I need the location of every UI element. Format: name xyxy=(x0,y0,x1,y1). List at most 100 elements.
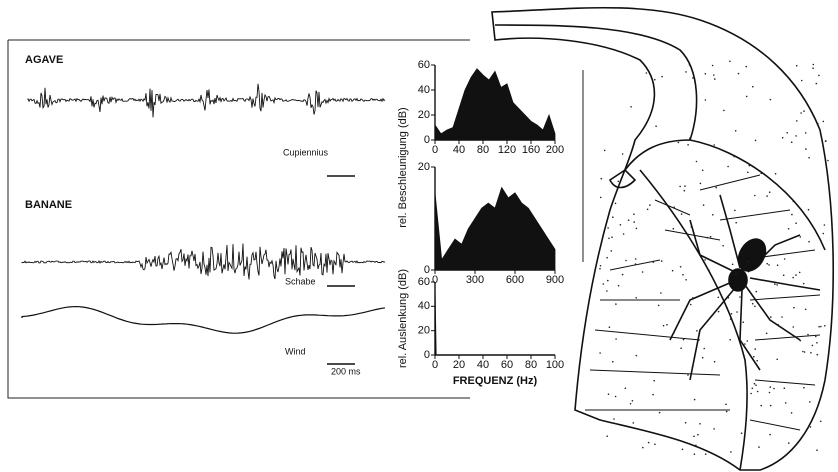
stipple xyxy=(679,266,682,268)
stipple xyxy=(701,356,704,359)
stipple xyxy=(722,245,724,247)
stipple xyxy=(824,325,826,327)
stipple xyxy=(753,356,755,358)
stipple xyxy=(689,137,691,139)
panel-label: BANANE xyxy=(25,199,72,211)
stipple xyxy=(622,233,625,235)
stipple xyxy=(745,95,748,98)
stipple xyxy=(765,332,768,335)
stipple xyxy=(607,393,610,396)
stipple xyxy=(684,422,687,424)
x-tick-label: 160 xyxy=(522,144,540,156)
stipple xyxy=(812,67,814,69)
stipple xyxy=(752,85,754,88)
stipple xyxy=(754,305,756,308)
stipple xyxy=(701,169,704,172)
stipple xyxy=(792,200,795,203)
stipple xyxy=(600,177,603,180)
stipple xyxy=(661,75,663,78)
stipple xyxy=(654,78,656,81)
stipple xyxy=(621,153,624,155)
y-tick-label: 60 xyxy=(418,276,430,288)
stipple xyxy=(634,263,637,265)
stipple xyxy=(714,78,716,80)
panel-label: AGAVE xyxy=(25,54,63,66)
stipple xyxy=(729,318,732,320)
stipple xyxy=(816,449,818,452)
spider xyxy=(669,194,821,381)
stipple xyxy=(804,308,807,311)
x-tick-label: 40 xyxy=(453,144,465,156)
stipple xyxy=(748,164,751,167)
stipple xyxy=(818,326,820,328)
stipple xyxy=(727,296,730,299)
stipple xyxy=(786,132,788,134)
stipple xyxy=(792,326,795,328)
stipple xyxy=(751,302,754,305)
stipple xyxy=(693,398,696,401)
scale-bars xyxy=(327,175,355,365)
stipple xyxy=(736,311,738,313)
stipple xyxy=(691,131,694,134)
stipple xyxy=(769,433,771,436)
stipple xyxy=(793,306,795,309)
stipple xyxy=(784,402,787,404)
stipple xyxy=(599,267,601,270)
stipple xyxy=(774,173,777,175)
stipple xyxy=(695,160,698,163)
stipple xyxy=(682,273,684,276)
stipple xyxy=(729,339,731,341)
stipple xyxy=(702,204,705,206)
y-axis-label: rel. Auslenkung (dB) xyxy=(397,269,409,368)
stipple xyxy=(734,209,736,212)
stipple xyxy=(692,77,694,79)
stipple xyxy=(685,279,687,281)
stipple xyxy=(769,386,772,388)
stipple xyxy=(682,338,685,341)
stipple xyxy=(681,448,684,451)
stipple xyxy=(823,224,826,226)
stipple xyxy=(666,323,668,326)
stipple xyxy=(725,410,728,413)
stipple xyxy=(785,454,787,457)
stipple xyxy=(687,144,689,146)
stipple xyxy=(727,165,729,168)
stipple xyxy=(807,333,809,336)
stipple xyxy=(753,382,756,385)
stipple xyxy=(808,240,810,243)
stipple xyxy=(769,404,772,407)
stipple xyxy=(766,262,768,265)
stipple xyxy=(799,339,802,342)
stipple xyxy=(691,366,694,369)
stipple xyxy=(817,122,819,125)
stipple xyxy=(635,354,638,357)
x-tick-label: 0 xyxy=(432,359,438,371)
stipple xyxy=(654,443,656,446)
frame xyxy=(7,39,584,399)
stipple xyxy=(693,453,696,456)
stipple xyxy=(782,274,785,277)
stipple xyxy=(697,433,699,436)
stipple xyxy=(744,343,746,345)
stipple xyxy=(715,186,717,189)
stipple xyxy=(808,156,810,159)
stipple xyxy=(692,297,694,299)
stipple xyxy=(795,274,797,276)
stipple xyxy=(615,338,617,340)
stipple xyxy=(803,110,805,112)
stipple xyxy=(729,60,731,63)
stipple xyxy=(647,441,650,444)
stipple xyxy=(704,73,707,75)
x-tick-label: 300 xyxy=(466,274,484,286)
stipple xyxy=(621,273,624,276)
stipple xyxy=(690,226,693,228)
stipple xyxy=(750,392,752,395)
stipple xyxy=(800,112,802,114)
stipple xyxy=(776,284,778,286)
stipple xyxy=(695,444,697,447)
stipple xyxy=(790,141,793,143)
stipple xyxy=(827,159,829,162)
stipple xyxy=(804,132,807,134)
stipple xyxy=(776,264,779,267)
stipple xyxy=(635,297,637,299)
